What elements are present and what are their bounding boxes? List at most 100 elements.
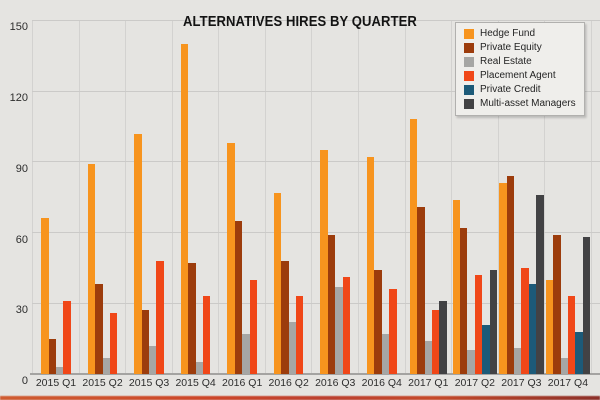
x-tick-label: 2015 Q4 (175, 377, 216, 389)
x-tick-label: 2016 Q3 (315, 377, 356, 389)
h-gridline (32, 161, 600, 163)
bar-placement-agent (63, 300, 71, 374)
bar-placement-agent (296, 296, 304, 374)
bar-placement-agent (474, 275, 483, 374)
x-tick-label: 2015 Q2 (82, 377, 123, 389)
bar-hedge-fund (134, 133, 142, 374)
legend-item-real-estate: Real Estate (464, 56, 576, 68)
bar-real-estate (195, 362, 203, 374)
legend-label: Hedge Fund (480, 27, 536, 39)
bar-real-estate (424, 341, 432, 374)
bar-private-credit (482, 324, 490, 374)
legend-item-placement-agent: Placement Agent (464, 70, 576, 82)
bar-real-estate (102, 357, 110, 374)
v-gridline (544, 20, 546, 374)
bar-real-estate (335, 286, 343, 374)
bar-placement-agent (109, 312, 118, 374)
h-gridline (32, 90, 600, 92)
h-gridline (32, 232, 600, 234)
bar-placement-agent (521, 267, 529, 374)
bar-multi-asset-managers (582, 237, 591, 374)
legend-swatch-icon (464, 84, 474, 95)
bottom-crop-strip (0, 395, 600, 400)
y-tick-label: 0 (21, 375, 28, 387)
bar-real-estate (56, 366, 64, 374)
bar-hedge-fund (366, 157, 375, 374)
y-tick-label: 90 (15, 162, 28, 175)
legend-item-private-equity: Private Equity (464, 42, 576, 54)
chart-title: ALTERNATIVES HIRES BY QUARTER (183, 14, 417, 30)
x-tick-label: 2017 Q4 (547, 377, 589, 389)
bar-placement-agent (156, 260, 164, 374)
bar-real-estate (149, 345, 157, 374)
bar-private-equity (506, 176, 514, 374)
v-gridline (404, 20, 406, 374)
bar-real-estate (381, 333, 390, 374)
bar-real-estate (288, 322, 297, 374)
x-tick-label: 2016 Q4 (361, 377, 402, 389)
legend-label: Multi-asset Managers (480, 97, 576, 109)
bar-placement-agent (432, 310, 440, 374)
x-axis-line (30, 373, 600, 375)
legend-swatch-icon (464, 98, 474, 109)
v-gridline (218, 20, 220, 374)
bar-private-equity (417, 206, 425, 374)
bar-private-equity (374, 270, 382, 374)
y-tick-label: 60 (15, 233, 28, 246)
bar-private-credit (575, 331, 583, 374)
legend-swatch-icon (464, 42, 474, 53)
v-gridline (125, 20, 127, 374)
legend-item-hedge-fund: Hedge Fund (464, 28, 576, 40)
legend-swatch-icon (464, 28, 474, 39)
bar-hedge-fund (409, 119, 418, 374)
bar-real-estate (560, 357, 568, 374)
bar-placement-agent (203, 296, 211, 374)
bar-real-estate (242, 333, 250, 374)
v-gridline (32, 20, 34, 374)
bar-private-equity (234, 220, 243, 374)
x-tick-label: 2015 Q3 (128, 377, 170, 389)
bar-multi-asset-managers (536, 194, 544, 374)
bar-hedge-fund (180, 44, 189, 374)
h-gridline (32, 19, 600, 21)
bar-private-equity (95, 284, 103, 374)
bar-placement-agent (342, 277, 351, 374)
bar-hedge-fund (499, 183, 507, 374)
bar-placement-agent (389, 289, 397, 374)
x-tick-label: 2016 Q2 (268, 377, 309, 389)
v-gridline (171, 20, 173, 374)
bar-hedge-fund (273, 192, 282, 374)
bar-hedge-fund (227, 143, 235, 374)
bar-hedge-fund (452, 199, 461, 374)
x-tick-label: 2015 Q1 (35, 377, 77, 389)
bar-multi-asset-managers (439, 300, 447, 374)
bar-placement-agent (249, 279, 257, 374)
v-gridline (590, 20, 592, 374)
bar-private-equity (460, 227, 468, 374)
x-tick-label: 2017 Q2 (454, 377, 495, 389)
v-gridline (357, 20, 359, 374)
bar-hedge-fund (87, 164, 96, 374)
bar-private-equity (553, 234, 561, 374)
legend-label: Placement Agent (480, 69, 556, 81)
legend-label: Private Credit (480, 83, 541, 95)
bar-private-credit (528, 284, 537, 374)
bar-private-equity (188, 263, 196, 374)
legend-swatch-icon (464, 70, 474, 81)
x-tick-label: 2016 Q1 (222, 377, 263, 389)
v-gridline (497, 20, 499, 374)
bar-private-equity (141, 310, 150, 374)
v-gridline (264, 20, 266, 374)
bar-private-equity (327, 234, 336, 374)
y-tick-label: 30 (15, 304, 28, 317)
bar-private-equity (48, 338, 56, 374)
bar-hedge-fund (320, 150, 328, 374)
bar-private-equity (281, 260, 289, 374)
bar-hedge-fund (545, 279, 554, 374)
v-gridline (451, 20, 453, 374)
legend-item-private-credit: Private Credit (464, 84, 576, 96)
x-tick-label: 2017 Q3 (501, 377, 542, 389)
v-gridline (78, 20, 80, 374)
